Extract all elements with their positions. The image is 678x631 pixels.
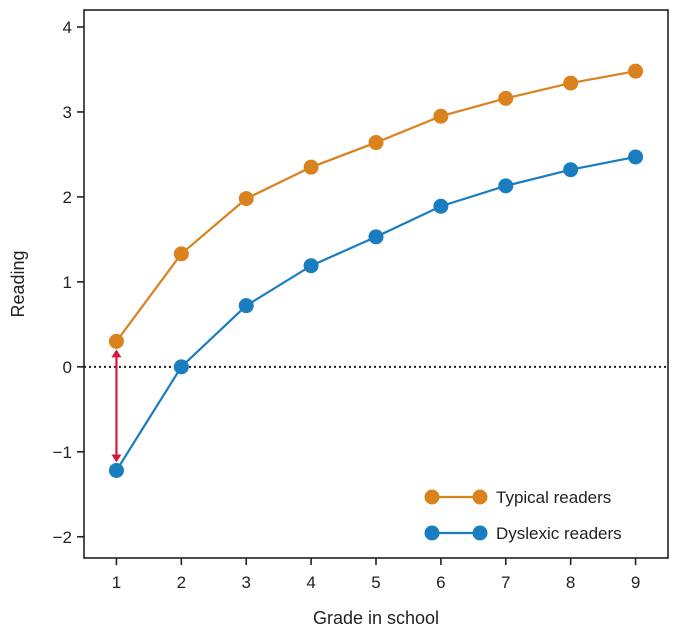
data-point bbox=[238, 298, 254, 314]
y-tick-label: 3 bbox=[63, 103, 72, 122]
data-point bbox=[173, 246, 189, 262]
x-tick-label: 4 bbox=[306, 573, 315, 592]
y-tick-label: 4 bbox=[63, 18, 72, 37]
data-point bbox=[563, 162, 579, 178]
legend-label: Typical readers bbox=[496, 488, 611, 507]
series-typical-readers bbox=[108, 63, 644, 349]
data-point bbox=[108, 333, 124, 349]
series-line bbox=[115, 155, 636, 472]
data-point bbox=[238, 191, 254, 207]
data-point bbox=[108, 462, 124, 478]
y-axis-label: Reading bbox=[8, 250, 28, 317]
y-tick-label: 0 bbox=[63, 358, 72, 377]
legend: Typical readers Dyslexic readers bbox=[424, 488, 622, 543]
x-tick-label: 7 bbox=[501, 573, 510, 592]
x-axis: 1 2 3 4 5 6 7 8 9 bbox=[112, 558, 640, 592]
data-point bbox=[433, 108, 449, 124]
y-tick-label: −1 bbox=[53, 443, 72, 462]
series-line bbox=[115, 70, 636, 343]
legend-marker bbox=[424, 489, 440, 505]
data-point bbox=[433, 198, 449, 214]
data-point bbox=[628, 149, 644, 165]
legend-marker bbox=[472, 525, 488, 541]
y-tick-label: 2 bbox=[63, 188, 72, 207]
x-tick-label: 2 bbox=[177, 573, 186, 592]
x-tick-label: 8 bbox=[566, 573, 575, 592]
series-dyslexic-readers bbox=[108, 149, 644, 478]
x-tick-label: 3 bbox=[241, 573, 250, 592]
plot-frame bbox=[83, 9, 669, 559]
data-point bbox=[498, 178, 514, 194]
y-axis: 4 3 2 1 0 −1 −2 bbox=[53, 18, 84, 547]
data-point bbox=[173, 359, 189, 375]
data-point bbox=[563, 75, 579, 91]
legend-label: Dyslexic readers bbox=[496, 524, 622, 543]
data-point bbox=[303, 258, 319, 274]
data-point bbox=[368, 229, 384, 245]
y-tick-label: 1 bbox=[63, 273, 72, 292]
x-axis-label: Grade in school bbox=[313, 608, 439, 628]
data-point bbox=[628, 63, 644, 79]
data-point bbox=[368, 135, 384, 151]
x-tick-label: 9 bbox=[631, 573, 640, 592]
x-tick-label: 1 bbox=[112, 573, 121, 592]
series-layer bbox=[108, 63, 644, 478]
legend-marker bbox=[472, 489, 488, 505]
data-point bbox=[498, 90, 514, 106]
legend-marker bbox=[424, 525, 440, 541]
x-tick-label: 6 bbox=[436, 573, 445, 592]
y-tick-label: −2 bbox=[53, 528, 72, 547]
data-point bbox=[303, 159, 319, 175]
x-tick-label: 5 bbox=[371, 573, 380, 592]
